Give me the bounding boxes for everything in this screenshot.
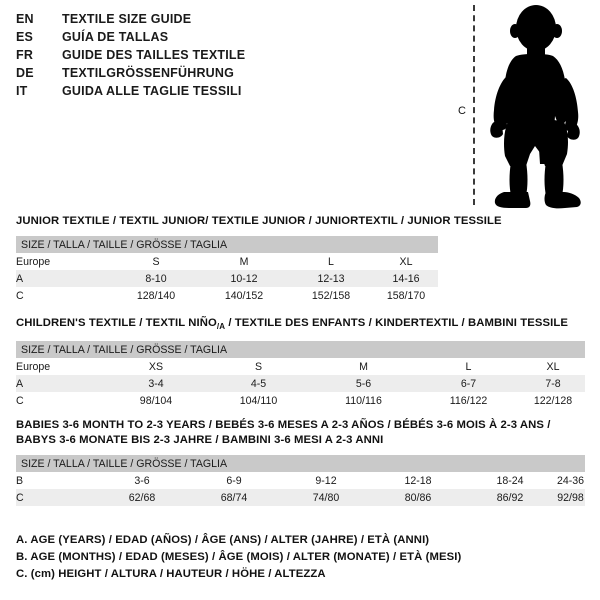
cell-value: 3-6 (96, 472, 188, 489)
height-measure-label: C (458, 105, 466, 117)
language-code: FR (16, 48, 34, 62)
table-band-row: SIZE / TALLA / TAILLE / GRÖSSE / TAGLIA (16, 341, 585, 358)
cell-value: L (288, 253, 374, 270)
junior-size-table: SIZE / TALLA / TAILLE / GRÖSSE / TAGLIA … (16, 236, 438, 304)
cell-value: 18-24 (464, 472, 556, 489)
table-band-row: SIZE / TALLA / TAILLE / GRÖSSE / TAGLIA (16, 236, 438, 253)
cell-value: 92/98 (556, 489, 585, 506)
row-label: A (16, 375, 106, 392)
table-row: C 98/104 104/110 110/116 116/122 122/128 (16, 392, 585, 409)
language-title: GUIDE DES TAILLES TEXTILE (62, 48, 246, 62)
language-title: GUIDA ALLE TAGLIE TESSILI (62, 84, 242, 98)
language-title: GUÍA DE TALLAS (62, 30, 169, 44)
language-code: DE (16, 66, 34, 80)
junior-section-title: JUNIOR TEXTILE / TEXTIL JUNIOR/ TEXTILE … (16, 215, 502, 227)
size-band-label: SIZE / TALLA / TAILLE / GRÖSSE / TAGLIA (16, 236, 438, 253)
table-row: Europe XS S M L XL (16, 358, 585, 375)
cell-value: 122/128 (521, 392, 585, 409)
cell-value: 6-9 (188, 472, 280, 489)
cell-value: XS (106, 358, 206, 375)
cell-value: 86/92 (464, 489, 556, 506)
size-band-label: SIZE / TALLA / TAILLE / GRÖSSE / TAGLIA (16, 455, 585, 472)
cell-value: 80/86 (372, 489, 464, 506)
row-label: A (16, 270, 112, 287)
cell-value: 140/152 (200, 287, 288, 304)
table-row: C 128/140 140/152 152/158 158/170 (16, 287, 438, 304)
babies-textile-section: BABIES 3-6 MONTH TO 2-3 YEARS / BEBÉS 3-… (16, 418, 585, 506)
children-title-part1: CHILDREN'S TEXTILE / TEXTIL NIÑO (16, 317, 217, 329)
cell-value: XL (374, 253, 438, 270)
table-row: B 3-6 6-9 9-12 12-18 18-24 24-36 (16, 472, 585, 489)
babies-section-title-line1: BABIES 3-6 MONTH TO 2-3 YEARS / BEBÉS 3-… (16, 419, 551, 431)
table-band-row: SIZE / TALLA / TAILLE / GRÖSSE / TAGLIA (16, 455, 585, 472)
legend-block: A. AGE (YEARS) / EDAD (AÑOS) / ÂGE (ANS)… (16, 533, 461, 582)
cell-value: 10-12 (200, 270, 288, 287)
children-section-title: CHILDREN'S TEXTILE / TEXTIL NIÑO/A / TEX… (16, 316, 585, 334)
language-row-en: EN TEXTILE SIZE GUIDE (16, 10, 436, 28)
cell-value: 128/140 (112, 287, 200, 304)
cell-value: L (416, 358, 521, 375)
language-title: TEXTILE SIZE GUIDE (62, 12, 192, 26)
language-title-block: EN TEXTILE SIZE GUIDE ES GUÍA DE TALLAS … (16, 10, 436, 100)
cell-value: 24-36 (556, 472, 585, 489)
height-measurement-figure: C (440, 0, 600, 215)
legend-line-a: A. AGE (YEARS) / EDAD (AÑOS) / ÂGE (ANS)… (16, 534, 430, 546)
language-code: EN (16, 12, 34, 26)
cell-value: 74/80 (280, 489, 372, 506)
cell-value: S (206, 358, 311, 375)
cell-value: 104/110 (206, 392, 311, 409)
language-row-de: DE TEXTILGRÖSSENFÜHRUNG (16, 64, 436, 82)
cell-value: 8-10 (112, 270, 200, 287)
cell-value: 14-16 (374, 270, 438, 287)
language-code: ES (16, 30, 34, 44)
cell-value: 98/104 (106, 392, 206, 409)
children-textile-section: CHILDREN'S TEXTILE / TEXTIL NIÑO/A / TEX… (16, 316, 585, 409)
cell-value: 4-5 (206, 375, 311, 392)
cell-value: 12-18 (372, 472, 464, 489)
cell-value: 9-12 (280, 472, 372, 489)
cell-value: 7-8 (521, 375, 585, 392)
language-row-fr: FR GUIDE DES TAILLES TEXTILE (16, 46, 436, 64)
children-title-subscript: /A (216, 322, 226, 331)
cell-value: 116/122 (416, 392, 521, 409)
cell-value: 6-7 (416, 375, 521, 392)
language-row-it: IT GUIDA ALLE TAGLIE TESSILI (16, 82, 436, 100)
cell-value: 152/158 (288, 287, 374, 304)
cell-value: M (200, 253, 288, 270)
row-label: Europe (16, 253, 112, 270)
row-label: C (16, 489, 96, 506)
cell-value: 110/116 (311, 392, 416, 409)
row-label: C (16, 392, 106, 409)
language-title: TEXTILGRÖSSENFÜHRUNG (62, 66, 235, 80)
table-row: A 8-10 10-12 12-13 14-16 (16, 270, 438, 287)
toddler-silhouette-icon (490, 5, 581, 209)
row-label: B (16, 472, 96, 489)
language-row-es: ES GUÍA DE TALLAS (16, 28, 436, 46)
cell-value: XL (521, 358, 585, 375)
cell-value: 158/170 (374, 287, 438, 304)
height-dashed-line (473, 5, 475, 205)
table-row: Europe S M L XL (16, 253, 438, 270)
babies-size-table: SIZE / TALLA / TAILLE / GRÖSSE / TAGLIA … (16, 455, 585, 506)
cell-value: 62/68 (96, 489, 188, 506)
cell-value: S (112, 253, 200, 270)
legend-line-b: B. AGE (MONTHS) / EDAD (MESES) / ÂGE (MO… (16, 551, 462, 563)
cell-value: 3-4 (106, 375, 206, 392)
table-row: A 3-4 4-5 5-6 6-7 7-8 (16, 375, 585, 392)
legend-line-c: C. (cm) HEIGHT / ALTURA / HAUTEUR / HÖHE… (16, 568, 326, 580)
row-label: Europe (16, 358, 106, 375)
children-title-part2: / TEXTILE DES ENFANTS / KINDERTEXTIL / B… (225, 317, 569, 329)
junior-textile-section: JUNIOR TEXTILE / TEXTIL JUNIOR/ TEXTILE … (16, 214, 502, 304)
table-row: C 62/68 68/74 74/80 80/86 86/92 92/98 (16, 489, 585, 506)
cell-value: 68/74 (188, 489, 280, 506)
row-label: C (16, 287, 112, 304)
size-band-label: SIZE / TALLA / TAILLE / GRÖSSE / TAGLIA (16, 341, 585, 358)
language-code: IT (16, 84, 28, 98)
children-size-table: SIZE / TALLA / TAILLE / GRÖSSE / TAGLIA … (16, 341, 585, 409)
cell-value: M (311, 358, 416, 375)
cell-value: 5-6 (311, 375, 416, 392)
babies-section-title-line2: BABYS 3-6 MONATE BIS 2-3 JAHRE / BAMBINI… (16, 434, 384, 446)
cell-value: 12-13 (288, 270, 374, 287)
